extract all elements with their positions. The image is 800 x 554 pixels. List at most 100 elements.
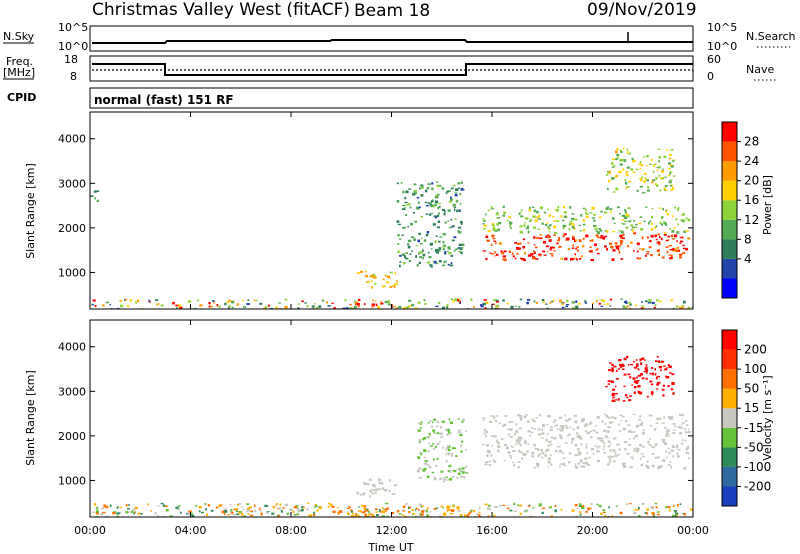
data-cell xyxy=(558,466,562,468)
data-cell xyxy=(445,192,448,194)
data-cell xyxy=(645,364,648,367)
data-cell xyxy=(679,503,682,506)
data-cell xyxy=(591,217,595,219)
data-cell xyxy=(369,513,373,515)
data-cell xyxy=(451,475,455,478)
data-cell xyxy=(241,299,244,302)
data-cell xyxy=(521,231,524,234)
data-cell xyxy=(431,471,435,474)
data-cell xyxy=(423,509,426,513)
data-cell xyxy=(566,299,569,303)
data-cell xyxy=(667,447,670,449)
data-cell xyxy=(572,235,575,239)
data-cell xyxy=(433,476,436,480)
data-cell xyxy=(483,220,486,222)
data-cell xyxy=(571,247,575,249)
data-cell xyxy=(649,438,652,440)
data-cell xyxy=(436,442,440,446)
data-cell xyxy=(435,305,439,307)
data-cell xyxy=(452,184,455,187)
data-cell xyxy=(423,239,427,242)
data-cell xyxy=(454,218,457,220)
data-cell xyxy=(618,359,622,362)
data-cell xyxy=(628,438,631,440)
data-cell xyxy=(653,164,655,167)
data-cell xyxy=(210,305,213,308)
data-cell xyxy=(563,215,568,218)
data-cell xyxy=(230,509,233,512)
data-cell xyxy=(207,504,210,507)
data-cell xyxy=(640,164,644,167)
data-cell xyxy=(604,229,607,232)
data-cell xyxy=(619,159,623,162)
data-cell xyxy=(560,215,563,218)
data-cell xyxy=(553,437,557,440)
data-cell xyxy=(623,216,628,220)
data-cell xyxy=(649,240,652,243)
data-cell xyxy=(671,230,675,233)
data-cell xyxy=(581,419,585,423)
data-cell xyxy=(676,455,680,458)
data-cell xyxy=(492,226,496,229)
data-cell xyxy=(418,514,422,517)
data-cell xyxy=(562,457,566,459)
data-cell xyxy=(126,305,130,308)
data-cell xyxy=(557,239,560,242)
data-cell xyxy=(483,299,487,301)
data-cell xyxy=(353,300,356,303)
data-cell xyxy=(649,415,653,417)
data-cell xyxy=(446,307,449,309)
data-cell xyxy=(636,363,639,366)
data-cell xyxy=(559,463,563,465)
data-cell xyxy=(626,151,629,154)
data-cell xyxy=(513,502,516,505)
y-tick-label: 3000 xyxy=(58,385,86,398)
data-cell xyxy=(448,465,452,468)
data-cell xyxy=(497,449,500,453)
data-cell xyxy=(367,280,370,283)
data-cell xyxy=(436,457,439,460)
data-cell xyxy=(384,274,387,277)
data-cell xyxy=(460,247,464,249)
data-cell xyxy=(512,446,514,448)
data-cell xyxy=(659,300,662,303)
data-cell xyxy=(528,209,532,212)
data-cell xyxy=(679,240,684,243)
data-cell xyxy=(432,223,436,226)
data-cell xyxy=(677,208,679,211)
data-cell xyxy=(504,415,508,417)
data-cell xyxy=(574,463,577,466)
data-cell xyxy=(490,243,493,246)
data-cell xyxy=(643,180,647,183)
data-cell xyxy=(353,306,357,309)
data-cell xyxy=(532,226,536,229)
data-cell xyxy=(429,264,433,266)
data-cell xyxy=(457,472,461,475)
data-cell xyxy=(673,227,676,229)
data-cell xyxy=(622,305,625,308)
data-cell xyxy=(670,416,674,419)
data-cell xyxy=(425,189,428,193)
data-cell xyxy=(580,255,584,258)
data-cell xyxy=(545,235,548,238)
data-cell xyxy=(450,187,454,190)
data-cell xyxy=(544,455,547,458)
data-cell xyxy=(633,366,638,369)
data-cell xyxy=(672,249,676,252)
data-cell xyxy=(344,299,347,302)
data-cell xyxy=(532,420,536,423)
data-cell xyxy=(453,447,457,450)
data-cell xyxy=(246,303,250,305)
data-cell xyxy=(105,515,109,517)
data-cell xyxy=(548,507,550,509)
data-cell xyxy=(482,250,486,252)
data-cell xyxy=(643,220,646,223)
data-cell xyxy=(672,238,676,240)
data-cell xyxy=(457,510,461,512)
data-cell xyxy=(560,425,564,427)
data-cell xyxy=(578,303,581,305)
data-cell xyxy=(646,460,649,463)
data-cell xyxy=(642,503,644,505)
data-cell xyxy=(553,419,557,422)
data-cell xyxy=(629,466,633,469)
